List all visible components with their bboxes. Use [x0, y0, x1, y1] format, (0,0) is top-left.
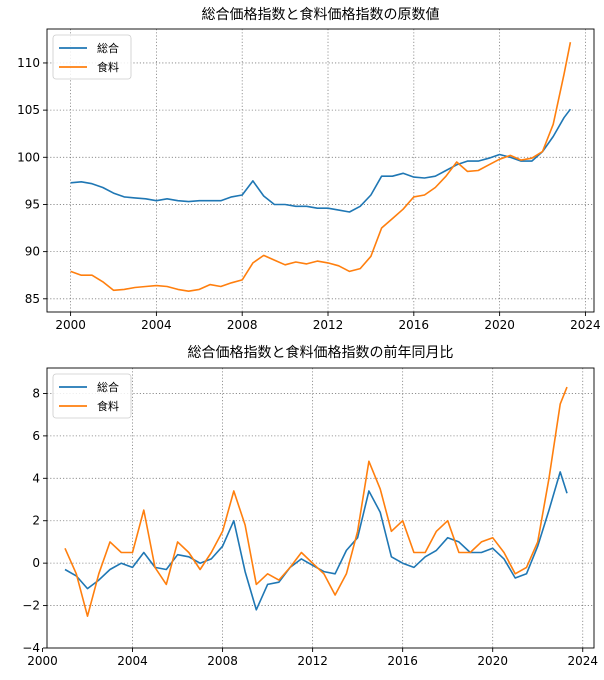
- y-tick-label: 8: [32, 386, 40, 400]
- series-line-2: [70, 42, 572, 292]
- legend-box: [52, 34, 132, 80]
- x-tick-label: 2004: [141, 318, 172, 332]
- x-tick-label: 2016: [399, 318, 430, 332]
- y-tick-label: −4: [22, 641, 40, 655]
- y-tick-label: 85: [25, 292, 40, 306]
- x-tick-label: 2008: [227, 318, 258, 332]
- legend-label: 食料: [97, 60, 119, 74]
- chart-title: 総合価格指数と食料価格指数の前年同月比: [188, 344, 454, 361]
- y-tick-label: 100: [17, 150, 40, 164]
- plot-frame: [46, 28, 595, 313]
- y-tick-label: 110: [17, 56, 40, 70]
- x-tick-label: 2024: [570, 318, 601, 332]
- y-tick-label: 2: [32, 514, 40, 528]
- y-tick-label: 0: [32, 556, 40, 570]
- legend-box: [52, 373, 132, 419]
- x-tick-label: 2012: [313, 318, 344, 332]
- chart-1: 総合価格指数と食料価格指数の原数値 2000 2004 2008 2012 2016 202…: [17, 6, 601, 332]
- series-line-1: [70, 108, 572, 213]
- y-tick-label: 4: [32, 471, 40, 485]
- y-tick-label: −2: [22, 599, 40, 613]
- legend-label: 食料: [97, 399, 119, 413]
- x-tick-label: 2012: [297, 654, 328, 668]
- x-tick-label: 2000: [55, 318, 86, 332]
- series-line-2: [64, 386, 568, 617]
- x-tick-label: 2000: [27, 654, 58, 668]
- chart-2: 総合価格指数と食料価格指数の前年同月比 2000 2004 2008 2012 2016 2…: [22, 344, 598, 668]
- y-tick-label: 95: [25, 197, 40, 211]
- y-tick-label: 90: [25, 245, 40, 259]
- x-tick-label: 2004: [117, 654, 148, 668]
- x-tick-label: 2020: [484, 318, 515, 332]
- legend-label: 総合: [97, 380, 119, 394]
- x-tick-label: 2008: [207, 654, 238, 668]
- series-line-1: [64, 471, 568, 611]
- x-tick-label: 2016: [387, 654, 418, 668]
- chart-title: 総合価格指数と食料価格指数の原数値: [202, 6, 440, 23]
- x-tick-label: 2020: [477, 654, 508, 668]
- y-tick-label: 105: [17, 103, 40, 117]
- y-tick-label: 6: [32, 429, 40, 443]
- legend-label: 総合: [97, 41, 119, 55]
- plot-frame: [46, 367, 595, 649]
- x-tick-label: 2024: [567, 654, 598, 668]
